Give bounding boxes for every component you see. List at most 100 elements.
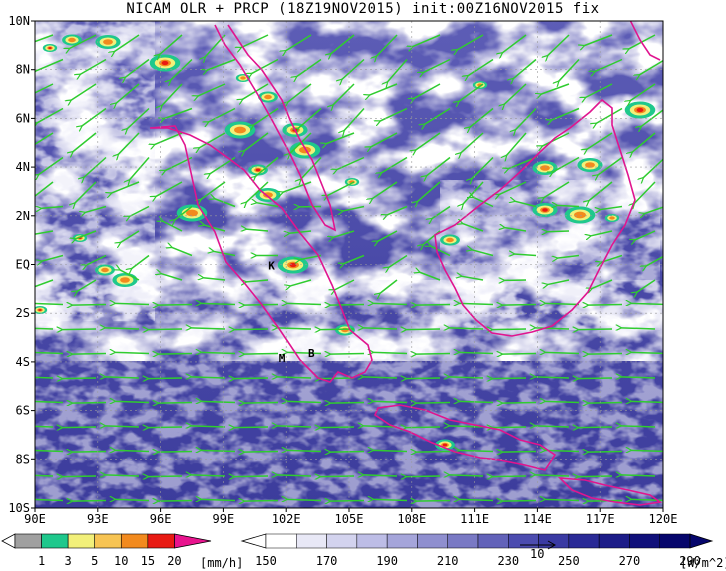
- wind-arrow: [330, 354, 365, 355]
- wind-arrow: [158, 403, 193, 404]
- prcp-colorbar-label: 10: [114, 554, 128, 568]
- wind-arrow: [387, 59, 408, 83]
- wind-arrow: [639, 59, 663, 75]
- coastline-northeast: [629, 21, 661, 61]
- wind-arrow: [80, 58, 107, 75]
- wind-arrow: [492, 427, 527, 428]
- prcp-colorbar-swatch: [67, 533, 96, 549]
- wind-arrow: [635, 230, 656, 240]
- wind-arrow: [84, 156, 107, 178]
- wind-arrow: [544, 181, 570, 198]
- wind-arrow: [77, 279, 97, 291]
- prcp-colorbar-label: 20: [167, 554, 181, 568]
- wind-arrow: [373, 401, 408, 402]
- olr-colorbar-swatch: [447, 533, 479, 549]
- wind-arrow: [425, 107, 451, 125]
- wind-arrow: [82, 107, 107, 127]
- grid-lines: [35, 21, 663, 508]
- wind-arrow: [159, 34, 183, 55]
- wind-arrow: [330, 403, 365, 404]
- olr-colorbar-unit: [W/m^2]: [680, 556, 726, 570]
- station-label: M: [279, 352, 286, 365]
- wind-arrow: [504, 228, 527, 232]
- wind-arrow: [72, 354, 107, 355]
- wind-arrow: [588, 354, 623, 355]
- wind-vectors: [35, 34, 663, 501]
- olr-colorbar-swatch: [417, 533, 448, 549]
- wind-arrow: [406, 329, 441, 330]
- wind-arrow: [371, 132, 398, 147]
- precip-cell: [636, 107, 644, 113]
- wind-arrow: [588, 305, 623, 306]
- wind-arrow: [191, 475, 226, 476]
- wind-arrow: [515, 201, 537, 208]
- tick-label-lon: 96E: [150, 512, 172, 526]
- wind-arrow: [320, 378, 355, 379]
- wind-arrow: [320, 427, 355, 428]
- wind-arrow: [376, 34, 398, 57]
- wind-arrow: [115, 450, 150, 451]
- wind-arrow: [35, 376, 54, 379]
- wind-arrow: [191, 328, 226, 329]
- wind-arrow: [595, 58, 623, 72]
- wind-arrow: [131, 254, 150, 269]
- wind-arrow: [547, 231, 570, 232]
- olr-colorbar-label: 150: [255, 554, 277, 568]
- precip-cell: [68, 37, 76, 43]
- wind-arrow: [208, 107, 236, 123]
- prcp-colorbar-label: 1: [38, 554, 45, 568]
- prcp-colorbar-swatch: [120, 533, 149, 549]
- wind-arrow: [298, 107, 322, 129]
- olr-colorbar-label: 230: [497, 554, 519, 568]
- wind-arrow: [406, 476, 441, 477]
- wind-arrow: [162, 221, 183, 232]
- wind-arrow: [502, 354, 537, 355]
- wind-arrow: [621, 475, 656, 476]
- precip-cell: [299, 146, 311, 154]
- wind-arrow: [588, 452, 623, 453]
- wind-arrow: [115, 401, 150, 402]
- wind-arrow: [118, 132, 140, 155]
- wind-arrow: [449, 475, 484, 476]
- olr-colorbar-swatch: [326, 533, 358, 549]
- wind-arrow: [449, 426, 484, 427]
- wind-arrow: [459, 450, 494, 451]
- station-label: K: [268, 259, 275, 272]
- wind-arrow: [154, 132, 183, 145]
- wind-arrow: [330, 305, 365, 306]
- wind-arrow: [287, 352, 322, 353]
- reference-vector-arrowhead: [547, 540, 557, 550]
- wind-arrow: [363, 377, 398, 378]
- wind-arrow: [320, 329, 355, 330]
- prcp-colorbar-swatch: [41, 533, 69, 549]
- wind-arrow: [253, 107, 279, 126]
- wind-arrow: [631, 352, 663, 353]
- wind-arrow: [162, 83, 183, 106]
- wind-arrow: [459, 83, 484, 102]
- olr-colorbar-label: 210: [437, 554, 459, 568]
- coastline-south-islands: [557, 477, 663, 506]
- precip-cell: [161, 60, 169, 66]
- wind-arrow: [416, 354, 451, 355]
- wind-arrow: [252, 58, 279, 74]
- wind-arrow: [277, 377, 312, 378]
- wind-arrow: [72, 305, 107, 306]
- wind-arrow: [506, 132, 527, 156]
- wind-arrow: [62, 427, 97, 428]
- wind-arrow: [287, 401, 322, 402]
- prcp-colorbar-label: 15: [141, 554, 155, 568]
- prcp-colorbar-unit: [mm/h]: [200, 556, 243, 570]
- olr-colorbar-swatch: [629, 533, 660, 549]
- wind-arrow: [387, 205, 408, 216]
- prcp-colorbar-label: 3: [65, 554, 72, 568]
- wind-arrow: [630, 83, 656, 101]
- wind-arrow: [283, 181, 312, 192]
- wind-arrow: [502, 305, 537, 306]
- wind-arrow: [111, 181, 140, 193]
- wind-arrow: [234, 378, 269, 379]
- wind-arrow: [459, 401, 494, 402]
- wind-arrow: [545, 450, 580, 451]
- precip-cell: [240, 76, 246, 80]
- coastline-sumatra-malay: [149, 125, 373, 383]
